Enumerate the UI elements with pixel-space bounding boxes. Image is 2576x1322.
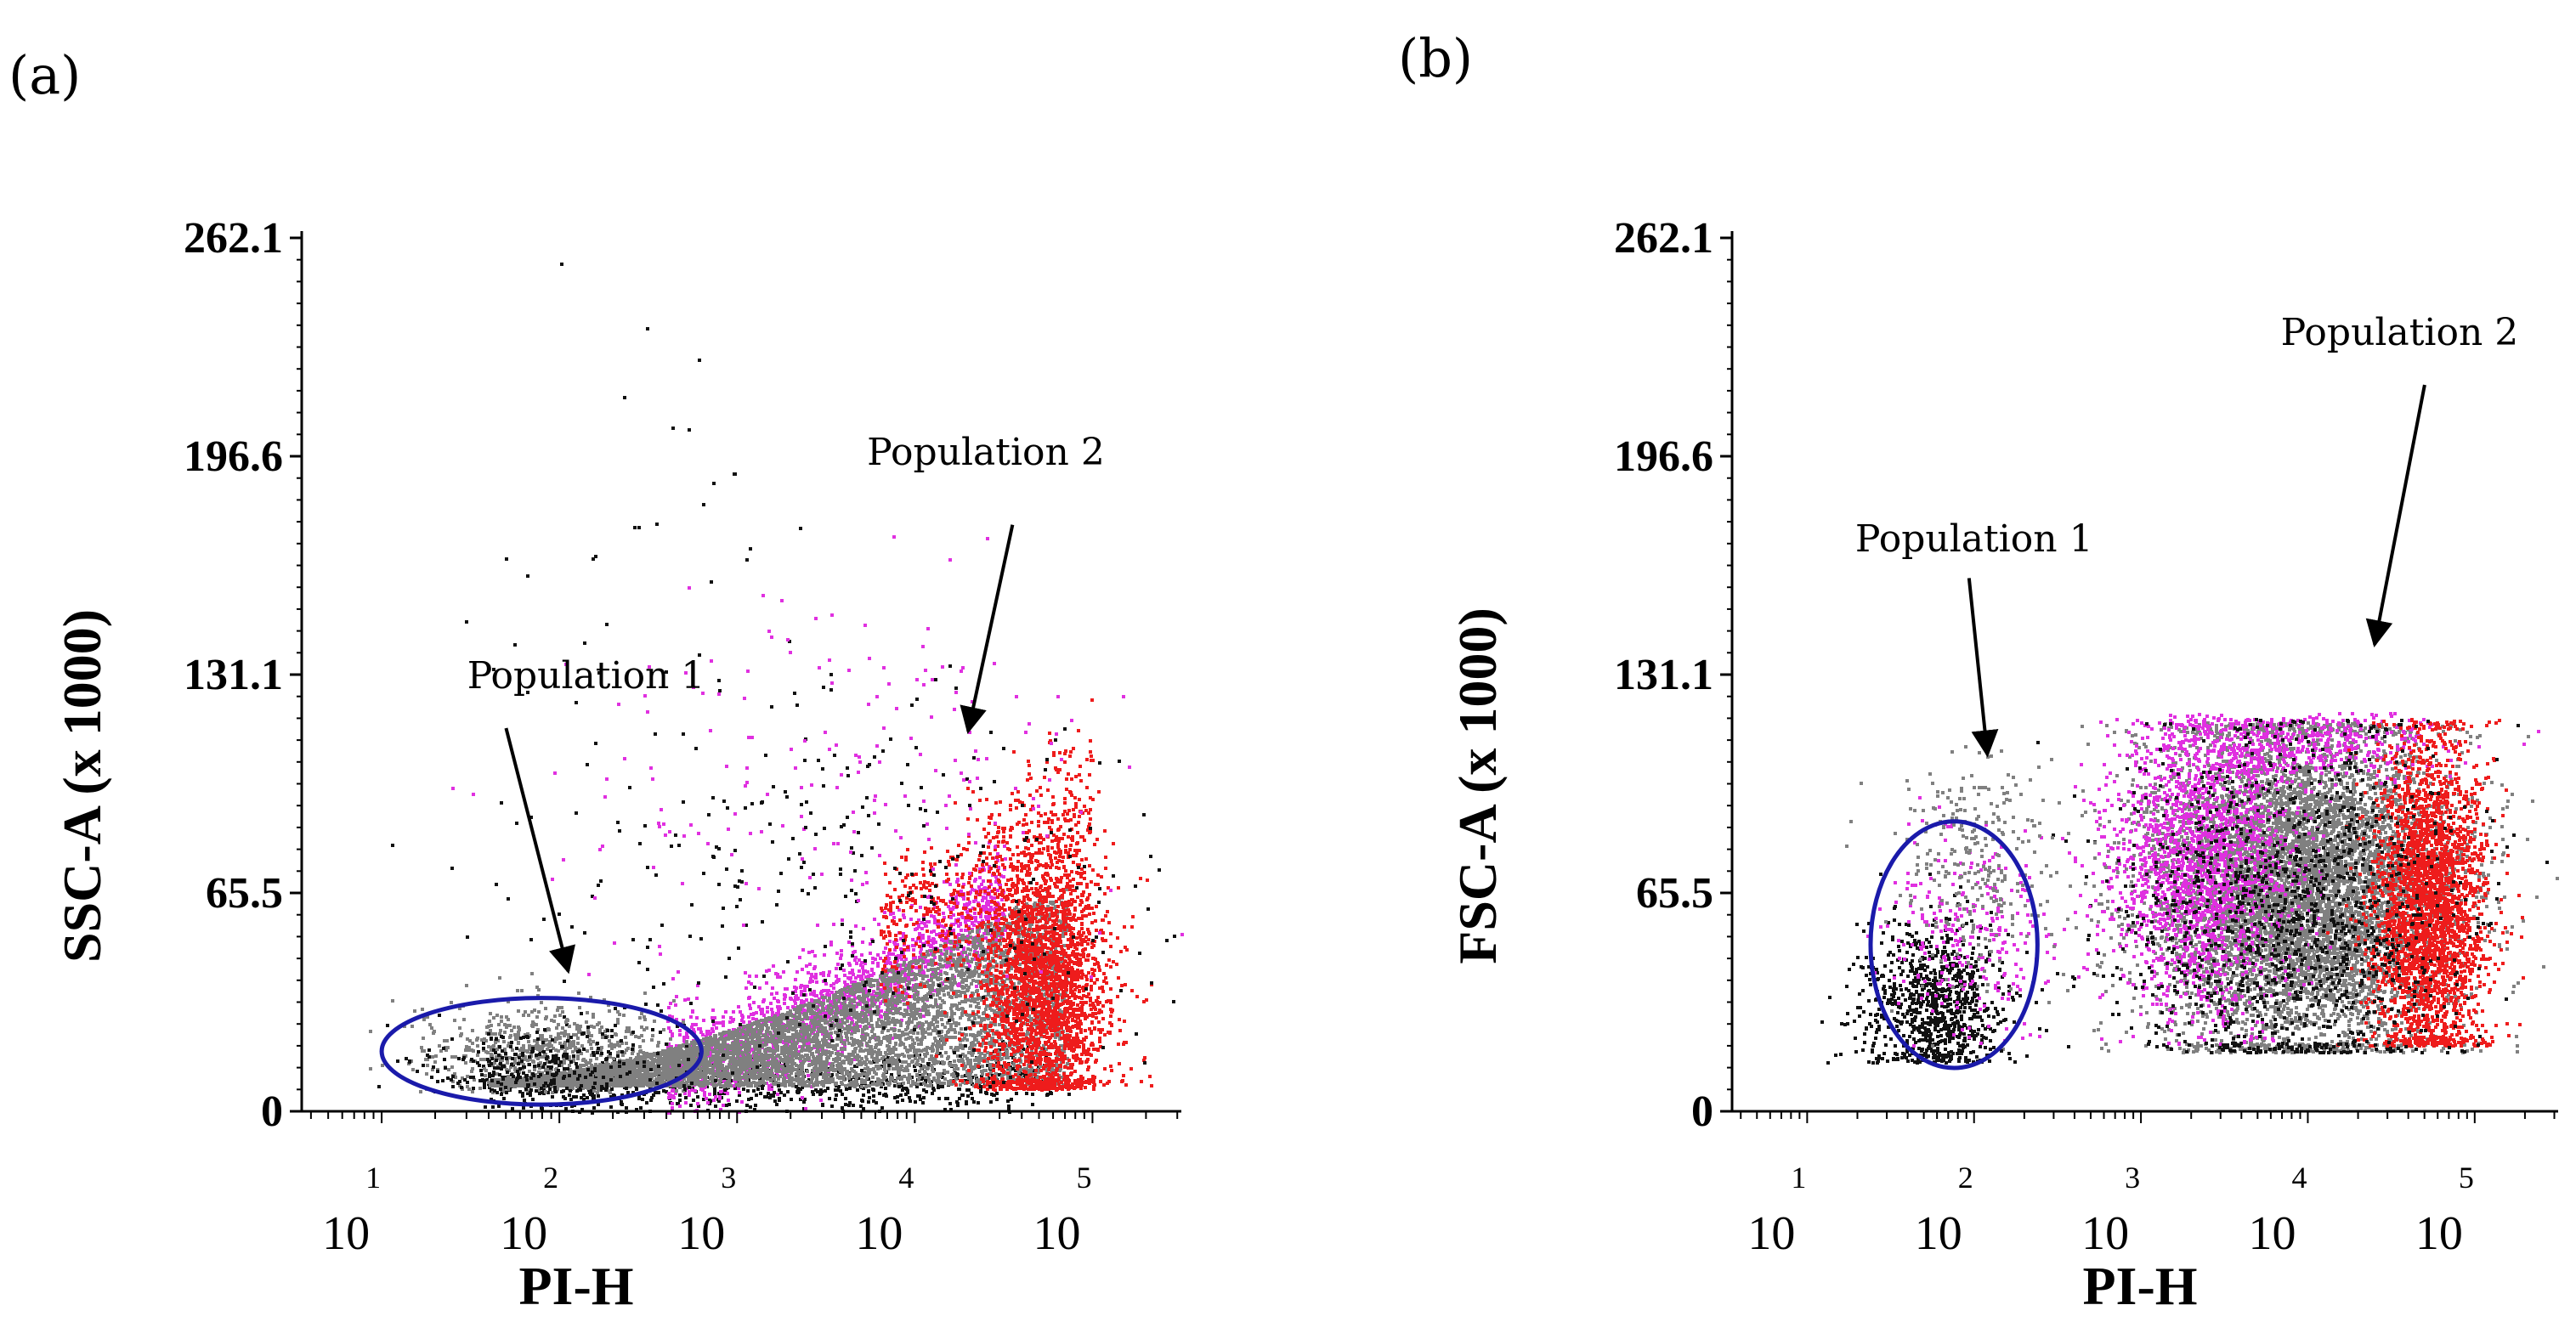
y-tick-label: 65.5 [206,869,283,918]
scatter-points [1820,712,2559,1065]
y-axis-label: FSC-A (x 1000) [1447,607,1508,964]
x-tick-exponent: 4 [898,1161,914,1195]
scatter-cluster-black-mix [2036,718,2549,1054]
x-tick-exponent: 2 [543,1161,558,1195]
annotation-label: Population 2 [2281,311,2519,354]
panel-b: (b) 0 65.5 131.1 196.6 262.1 10 1 10 2 10 3 10 4 10 5… [1398,27,2559,1316]
y-tick-label: 131.1 [184,651,283,699]
y-ticks: 0 65.5 131.1 196.6 262.1 [184,214,302,1136]
x-tick-label: 10 [1747,1207,1795,1260]
x-tick-label: 10 [1915,1207,1962,1260]
x-tick-label: 10 [1033,1207,1080,1260]
y-tick-label: 196.6 [184,432,283,481]
scatter-points [369,263,1184,1115]
x-tick-exponent: 4 [2291,1161,2307,1195]
x-tick-label: 10 [500,1207,547,1260]
x-ticks: 10 1 10 2 10 3 10 4 10 5 [309,1111,1179,1260]
x-tick-label: 10 [855,1207,903,1260]
scatter-cluster-magenta-band [666,841,1007,1115]
x-axis-label: PI-H [518,1256,633,1316]
scatter-cluster-pop1-magenta [1866,796,2092,1048]
annotation-arrow [1967,578,1999,758]
annotations: Population 1 Population 2 [1855,311,2519,758]
scatter-cluster-gray-core [489,885,1069,1088]
x-tick-exponent: 5 [2459,1161,2474,1195]
y-tick-label: 0 [261,1088,283,1136]
y-tick-label: 262.1 [184,214,283,263]
annotation-label: Population 2 [867,431,1105,474]
panel-label: (b) [1398,27,1473,89]
y-tick-label: 65.5 [1636,869,1713,918]
x-tick-exponent: 3 [721,1161,736,1195]
population-1-gate [379,996,704,1107]
population-1-gate [1868,819,2040,1071]
x-tick-exponent: 1 [1791,1161,1806,1195]
y-ticks: 0 65.5 131.1 196.6 262.1 [1614,214,1732,1136]
y-tick-label: 262.1 [1614,214,1713,263]
x-tick-label: 10 [322,1207,370,1260]
scatter-cluster-pop1-black [377,1006,725,1094]
scatter-cluster-magenta-top [2080,712,2540,794]
annotation-label: Population 1 [467,654,705,698]
y-tick-label: 196.6 [1614,432,1713,481]
scatter-cluster-red-fringe [880,698,1095,1014]
scatter-cluster-pop1-black [1820,873,2048,1065]
panel-label: (a) [8,44,81,106]
x-tick-exponent: 2 [1958,1161,1973,1195]
annotation-label: Population 1 [1855,517,2093,561]
annotation-arrow [960,524,1015,735]
y-tick-label: 131.1 [1614,651,1713,699]
y-axis-label: SSC-A (x 1000) [52,609,112,963]
scatter-cluster-outliers [450,263,870,1013]
scatter-cluster-red-tail [935,732,1153,1092]
axes [1730,231,2558,1113]
scatter-cluster-pop1-gray [1845,745,2111,1048]
annotations: Population 1 Population 2 [467,431,1105,975]
x-tick-exponent: 5 [1076,1161,1091,1195]
panel-a: (a) 0 65.5 131.1 196.6 262.1 10 1 10 2 10 3 10 4 10 5… [8,44,1184,1316]
axes [300,231,1181,1113]
annotation-arrow [504,727,576,975]
x-tick-label: 10 [2248,1207,2296,1260]
annotation-arrow [2365,384,2426,648]
x-tick-exponent: 1 [365,1161,381,1195]
scatter-cluster-magenta-edge [2027,718,2332,1046]
y-tick-label: 0 [1691,1088,1713,1136]
x-tick-label: 10 [677,1207,725,1260]
x-axis-label: PI-H [2082,1256,2197,1316]
x-tick-label: 10 [2415,1207,2463,1260]
x-tick-exponent: 3 [2125,1161,2140,1195]
x-ticks: 10 1 10 2 10 3 10 4 10 5 [1740,1111,2556,1260]
x-tick-label: 10 [2081,1207,2129,1260]
